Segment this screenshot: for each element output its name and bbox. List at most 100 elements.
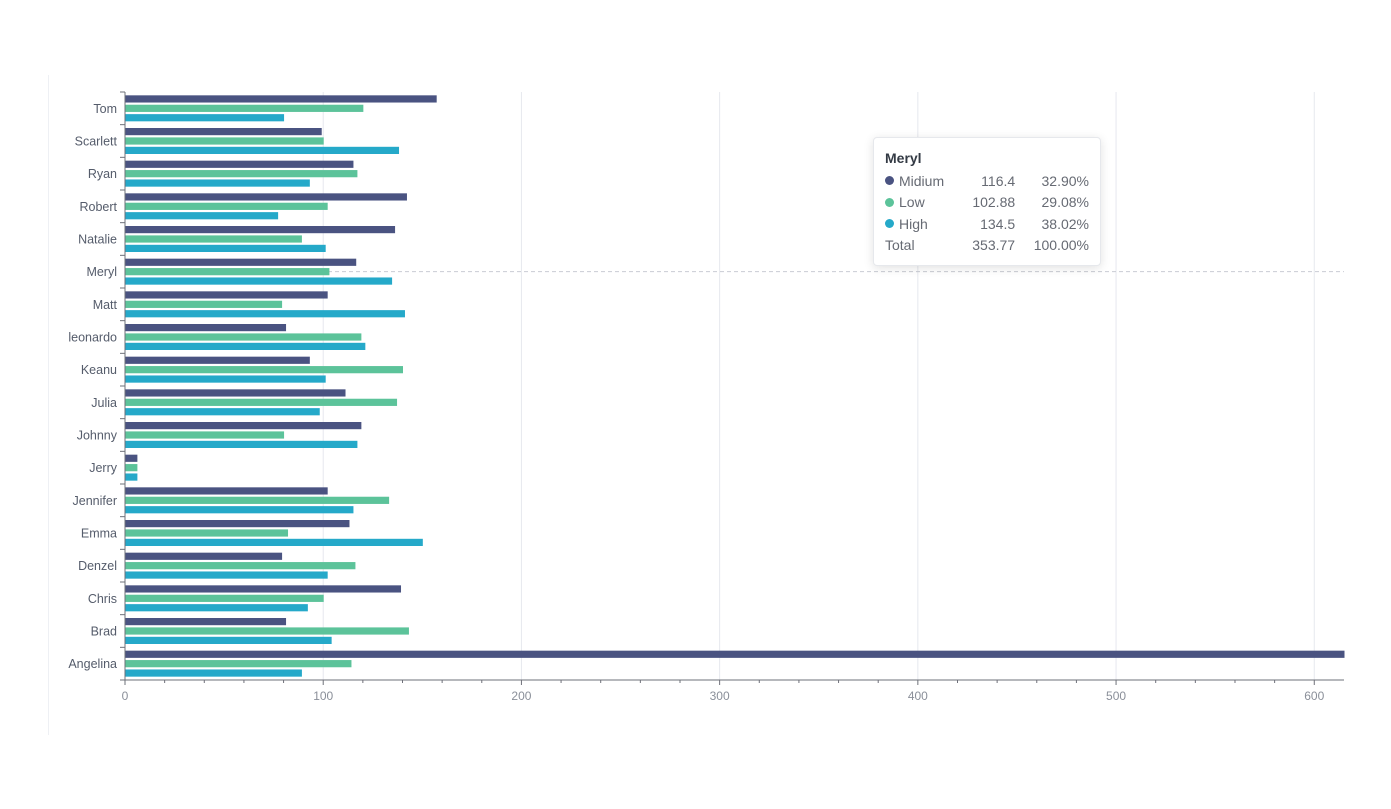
tooltip-series-name: Midium <box>899 172 945 189</box>
bar <box>125 137 324 145</box>
bar <box>125 571 328 579</box>
bar <box>125 538 423 546</box>
bar <box>125 389 346 397</box>
y-tick-label: Tom <box>93 102 117 116</box>
bar <box>125 244 326 252</box>
bar <box>125 669 302 677</box>
bar <box>125 291 328 299</box>
bar <box>125 464 138 472</box>
y-tick-label: Matt <box>93 298 118 312</box>
bar <box>125 562 356 570</box>
y-tick-label: Emma <box>81 527 117 541</box>
tooltip-row: High 134.5 38.02% <box>885 213 1089 235</box>
series-dot-icon <box>885 197 894 207</box>
bar <box>125 114 285 122</box>
y-tick-label: Denzel <box>78 559 117 573</box>
bar <box>125 160 354 168</box>
y-tick-label: Robert <box>79 200 117 214</box>
bar <box>125 398 398 406</box>
bar <box>125 487 328 495</box>
bar <box>125 594 324 602</box>
bar <box>125 506 354 514</box>
bar <box>125 170 358 178</box>
x-tick-label: 600 <box>1304 689 1324 703</box>
tooltip-row: Midium 116.4 32.90% <box>885 170 1089 192</box>
bar <box>125 324 287 332</box>
axes <box>120 91 1344 685</box>
y-tick-label: Johnny <box>77 429 118 443</box>
bar <box>125 342 366 350</box>
tooltip-value: 116.4 <box>981 172 1016 189</box>
bar <box>125 627 409 635</box>
tooltip-percent: 29.08% <box>1041 194 1089 211</box>
x-tick-label: 500 <box>1106 689 1126 703</box>
x-tick-label: 0 <box>122 689 129 703</box>
y-tick-label: Julia <box>91 396 117 410</box>
bar <box>125 95 437 103</box>
bar <box>125 193 407 201</box>
bar <box>125 375 326 383</box>
bars <box>125 95 1345 677</box>
bar <box>125 277 393 285</box>
tooltip-total-value: 353.77 <box>972 237 1016 254</box>
tooltip-title: Meryl <box>885 150 922 166</box>
bar <box>125 300 283 308</box>
bar <box>125 585 402 593</box>
bar <box>125 212 279 220</box>
tooltip-series-name: High <box>899 215 928 232</box>
bar <box>125 104 364 112</box>
tooltip-value: 102.88 <box>972 194 1016 211</box>
bar <box>125 473 138 481</box>
bar <box>125 333 362 341</box>
bar <box>125 258 357 266</box>
bar <box>125 235 302 243</box>
axis-labels: 0 100 200 300 400 500 600 Tom Scarlett Ryan Robert… <box>68 102 1324 703</box>
tooltip-total-row: Total 353.77 100.00% <box>885 235 1089 257</box>
y-tick-label: Keanu <box>81 363 117 377</box>
bar <box>125 431 285 439</box>
tooltip-total-label: Total <box>885 237 915 254</box>
y-tick-label: Meryl <box>86 265 117 279</box>
bar <box>125 618 287 626</box>
tooltip-percent: 32.90% <box>1041 172 1089 189</box>
tooltip-series-name: Low <box>899 194 925 211</box>
tooltip: Meryl Midium 116.4 32.90% Low 102.88 29.… <box>873 137 1101 266</box>
y-tick-label: Scarlett <box>75 135 118 149</box>
x-tick-label: 300 <box>710 689 730 703</box>
bar <box>125 310 405 318</box>
bar <box>125 408 320 416</box>
y-tick-label: Jerry <box>89 461 118 475</box>
bar <box>125 660 352 668</box>
bar <box>125 520 350 528</box>
tooltip-row: Low 102.88 29.08% <box>885 192 1089 214</box>
tooltip-total-percent: 100.00% <box>1033 237 1089 254</box>
bar <box>125 179 310 187</box>
tooltip-value: 134.5 <box>980 215 1016 232</box>
bar <box>125 366 403 374</box>
tooltip-percent: 38.02% <box>1041 215 1089 232</box>
bar <box>125 268 330 276</box>
y-tick-label: leonardo <box>68 331 117 345</box>
y-tick-label: Ryan <box>88 167 117 181</box>
bar <box>125 496 390 504</box>
y-tick-label: Angelina <box>68 657 117 671</box>
y-tick-label: Chris <box>88 592 117 606</box>
bar <box>125 202 328 210</box>
bar <box>125 636 332 644</box>
bar <box>125 650 1345 658</box>
y-tick-label: Natalie <box>78 233 117 247</box>
y-tick-label: Brad <box>91 625 117 639</box>
series-dot-icon <box>885 219 894 229</box>
x-tick-label: 400 <box>908 689 928 703</box>
bar <box>125 356 310 364</box>
bar <box>125 454 138 462</box>
bar <box>125 604 308 612</box>
bar <box>125 529 289 537</box>
panel-left-border <box>48 75 49 735</box>
bar <box>125 128 322 136</box>
bar <box>125 422 362 430</box>
bar <box>125 226 396 234</box>
bar <box>125 146 400 154</box>
x-tick-label: 200 <box>511 689 531 703</box>
